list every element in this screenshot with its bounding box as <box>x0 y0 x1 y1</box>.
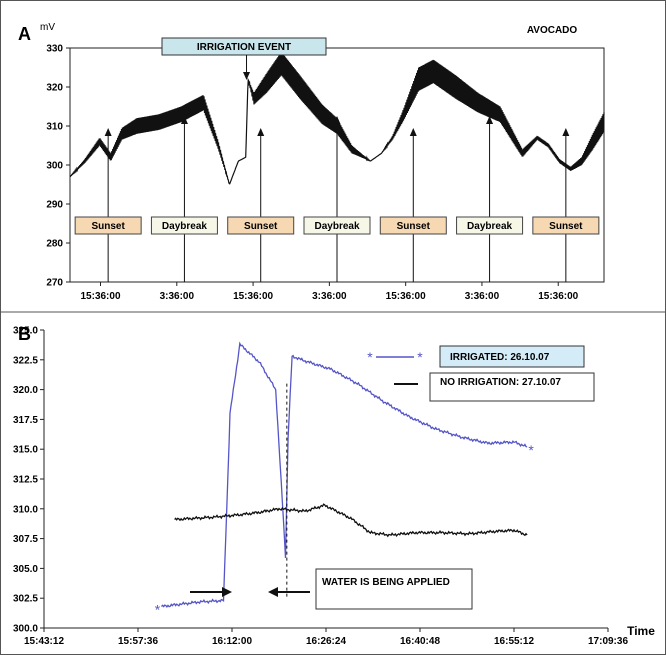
panel-a-x-tick-label: 15:36:00 <box>538 291 578 302</box>
marker-box-sunset <box>227 216 295 235</box>
panel-b-y-tick-label: 315.0 <box>13 445 38 456</box>
panel-a-label: A <box>18 24 31 44</box>
panel-a-x-axis: 15:36:00 3:36:00 15:36:00 3:36:00 15:36:00 3:… <box>80 282 579 302</box>
irrigation-event-box <box>161 37 327 56</box>
panel-a-x-tick-label: 3:36:00 <box>465 291 500 302</box>
panel-b-y-tick-label: 302.5 <box>13 594 38 605</box>
panel-b-y-tick-label: 322.5 <box>13 355 38 366</box>
marker-box-sunset <box>532 216 600 235</box>
panel-a-y-tick-label: 300 <box>46 161 63 172</box>
panel-a-y-tick-label: 320 <box>46 83 63 94</box>
marker-label-daybreak: Daybreak <box>162 221 207 232</box>
marker-label-daybreak: Daybreak <box>467 221 512 232</box>
panel-b-y-tick-label: 317.5 <box>13 415 38 426</box>
marker-box-sunset <box>379 216 447 235</box>
panel-a-x-tick-label: 3:36:00 <box>160 291 195 302</box>
panel-b: B 300.0 302.5 305.0 307.5 310.0 312.5 315.0 317… <box>13 324 655 647</box>
water-applied-label: WATER IS BEING APPLIED <box>322 577 450 588</box>
panel-a-irrigation-event: IRRIGATION EVENT <box>161 37 327 80</box>
legend-star-left: * <box>367 349 373 365</box>
marker-box-daybreak <box>303 216 371 235</box>
panel-b-x-tick-label: 16:40:48 <box>400 636 440 647</box>
legend-star-right: * <box>417 349 423 365</box>
panel-a-signal-line <box>69 52 605 185</box>
panel-b-x-tick-label: 15:57:36 <box>118 636 158 647</box>
legend-no-irrigation-label: NO IRRIGATION: 27.10.07 <box>440 377 561 388</box>
marker-box-sunset <box>74 216 142 235</box>
panel-a-y-tick-label: 280 <box>46 239 63 250</box>
marker-arrowhead <box>486 116 494 124</box>
marker-arrowhead <box>562 128 570 136</box>
irrigated-series-line <box>161 341 528 608</box>
panel-b-y-tick-label: 305.0 <box>13 564 38 575</box>
panel-a-x-tick-label: 15:36:00 <box>386 291 426 302</box>
panel-b-y-tick-label: 300.0 <box>13 624 38 635</box>
panel-b-x-tick-label: 16:26:24 <box>306 636 346 647</box>
no-irrigation-series-line <box>174 503 528 538</box>
panel-a-x-tick-label: 15:36:00 <box>80 291 120 302</box>
panel-a: A mV AVOCADO 270 280 290 300 310 320 330 15:36… <box>18 22 605 302</box>
marker-label-sunset: Sunset <box>397 221 431 232</box>
marker-arrowhead <box>409 128 417 136</box>
irrigation-event-label: IRRIGATION EVENT <box>197 42 291 53</box>
panel-b-legend: * * IRRIGATED: 26.10.07 NO IRRIGATION: 2… <box>367 345 595 402</box>
legend-irrigated-box <box>439 345 585 368</box>
marker-box-daybreak <box>150 216 218 235</box>
panel-b-x-axis: 15:43:12 15:57:36 16:12:00 16:26:24 16:40:48… <box>24 628 628 647</box>
legend-irrigated-label: IRRIGATED: 26.10.07 <box>450 352 550 363</box>
right-arrow-head <box>268 587 278 597</box>
panel-a-y-unit: mV <box>40 22 55 33</box>
panel-a-title: AVOCADO <box>527 25 578 36</box>
panel-b-x-tick-label: 16:55:12 <box>494 636 534 647</box>
marker-label-sunset: Sunset <box>244 221 278 232</box>
panel-a-x-tick-label: 15:36:00 <box>233 291 273 302</box>
panel-b-y-tick-label: 325.0 <box>13 326 38 337</box>
panel-a-y-tick-label: 330 <box>46 44 63 55</box>
panel-b-x-title: Time <box>627 624 655 638</box>
panel-b-x-tick-label: 15:43:12 <box>24 636 64 647</box>
panel-a-y-tick-label: 290 <box>46 200 63 211</box>
panel-a-x-tick-label: 3:36:00 <box>312 291 347 302</box>
panel-b-x-tick-label: 17:09:36 <box>588 636 628 647</box>
panel-b-y-tick-label: 312.5 <box>13 475 38 486</box>
panel-a-y-tick-label: 310 <box>46 122 63 133</box>
panel-b-y-axis: 300.0 302.5 305.0 307.5 310.0 312.5 315.0 317.5… <box>13 326 44 635</box>
panel-b-x-tick-label: 16:12:00 <box>212 636 252 647</box>
panel-b-y-tick-label: 307.5 <box>13 534 38 545</box>
panel-b-y-tick-label: 320.0 <box>13 385 38 396</box>
legend-no-irrigation-box <box>429 372 595 402</box>
irrigated-start-star: * <box>155 602 161 618</box>
left-arrow-head <box>222 587 232 597</box>
marker-arrowhead <box>257 128 265 136</box>
marker-label-sunset: Sunset <box>549 221 583 232</box>
panel-b-label: B <box>18 324 31 344</box>
irrigated-end-star: * <box>528 442 534 458</box>
panel-b-y-tick-label: 310.0 <box>13 504 38 515</box>
irrigation-event-arrowhead <box>243 72 251 80</box>
panel-a-y-tick-label: 270 <box>46 278 63 289</box>
water-applied-box <box>315 568 473 610</box>
marker-arrowhead <box>104 128 112 136</box>
marker-label-daybreak: Daybreak <box>314 221 359 232</box>
marker-box-daybreak <box>456 216 524 235</box>
water-applied-annotation: WATER IS BEING APPLIED <box>190 568 473 610</box>
marker-label-sunset: Sunset <box>91 221 125 232</box>
panel-a-y-axis: 270 280 290 300 310 320 330 <box>46 44 70 289</box>
panel-a-day-markers: Sunset Daybreak Sunset Daybreak Sunset Daybre… <box>74 116 600 282</box>
